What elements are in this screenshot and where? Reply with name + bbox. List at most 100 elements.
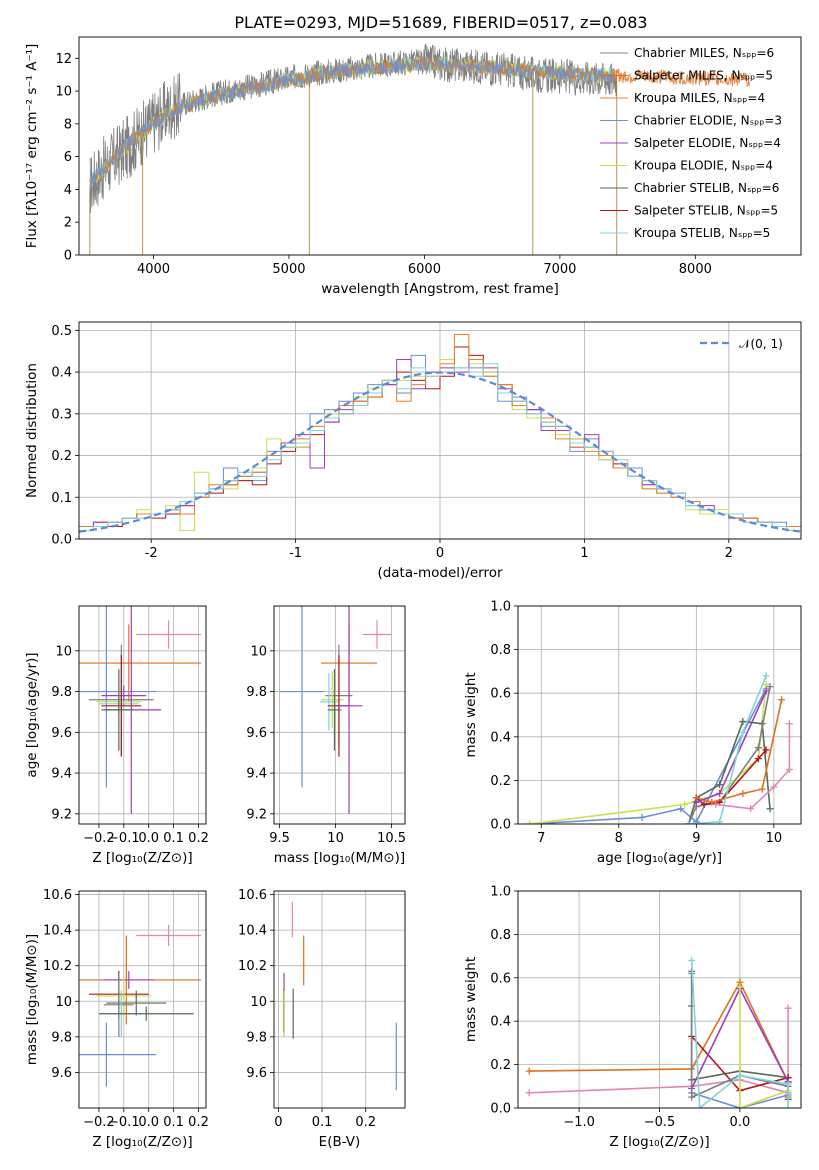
ticks: −1.0 −0.5 0.0 0.0 0.2 0.4 0.6 0.8 1.0 — [490, 885, 750, 1131]
x-tick-label: -1 — [289, 546, 302, 561]
plot-area — [279, 606, 392, 814]
y-tick-label: 9.8 — [51, 1030, 72, 1045]
legend-label: Kroupa ELODIE, Nₛₚₚ=4 — [634, 159, 773, 173]
weight-point-marker — [758, 785, 766, 793]
x-tick-label: 0.2 — [188, 1115, 209, 1130]
panel-age-vs-mass: 9.5 10 10.5 9.2 9.4 9.6 9.8 10 mass [log₁₀(M/M⊙)… — [246, 605, 406, 866]
x-tick-label: 7 — [537, 831, 545, 846]
errorbar-point — [335, 606, 363, 814]
weight-series-line — [529, 980, 789, 1098]
y-axis-label: mass weight — [463, 957, 479, 1042]
ticks: −0.2−0.10.0 0.1 0.2 9.6 9.8 10 10.2 10.4 10.6 — [43, 888, 209, 1130]
y-tick-label: 0.5 — [51, 324, 72, 339]
panel-massweight-vs-Z: −1.0 −0.5 0.0 0.0 0.2 0.4 0.6 0.8 1.0 Z [log₁₀(Z/… — [463, 885, 802, 1150]
x-axis-label: E(B-V) — [319, 1134, 361, 1150]
axes-frame — [273, 605, 406, 825]
ticks: 0 0.1 0.2 9.6 9.8 10 10.2 10.4 10.6 — [238, 888, 376, 1130]
axes-frame — [78, 36, 802, 256]
y-tick-label: 0.2 — [490, 1058, 511, 1073]
legend-label: Kroupa MILES, Nₛₚₚ=4 — [634, 91, 765, 105]
weight-point-marker — [716, 781, 724, 789]
errorbar-point — [101, 654, 142, 757]
panel-spectrum: 4000 5000 6000 7000 8000 0 2 4 6 8 10 12 wavelength … — [24, 36, 802, 297]
errorbar-point — [103, 669, 134, 751]
panel-age-vs-Z: −0.2−0.10.0 0.1 0.2 9.2 9.4 9.6 9.8 10 Z [log₁₀(… — [24, 605, 209, 866]
legend: Chabrier MILES, Nₛₚₚ=6 Salpeter MILES, Nₛ… — [600, 46, 782, 240]
gridlines — [79, 322, 801, 540]
y-tick-label: 0.0 — [490, 818, 511, 833]
axes-frame — [517, 605, 802, 825]
weight-point-marker — [739, 789, 747, 797]
legend-label: Chabrier MILES, Nₛₚₚ=6 — [634, 46, 774, 60]
gaussian-curve — [79, 371, 801, 533]
weight-point-marker — [762, 672, 770, 680]
errorbar-point — [319, 673, 338, 731]
y-tick-label: 10 — [55, 995, 72, 1010]
weight-point-marker — [712, 800, 720, 808]
x-tick-label: −0.1 — [108, 831, 140, 846]
weight-point-marker — [754, 755, 762, 763]
x-tick-label: 10.5 — [377, 831, 406, 846]
y-tick-label: 0.8 — [490, 928, 511, 943]
weight-point-marker — [770, 783, 778, 791]
errorbar-point — [136, 924, 202, 947]
weight-point-marker — [754, 744, 762, 752]
panel-mass-vs-ebv: 0 0.1 0.2 9.6 9.8 10 10.2 10.4 10.6 E(B-V) — [238, 888, 406, 1150]
y-tick-label: 10.2 — [238, 959, 267, 974]
x-tick-label: 4000 — [137, 262, 170, 277]
errorbar-point — [321, 671, 344, 729]
x-tick-label: -2 — [145, 546, 158, 561]
legend-label: Salpeter MILES, Nₛₚₚ=5 — [634, 69, 773, 83]
plot-area — [79, 334, 801, 533]
y-tick-label: 1.0 — [490, 885, 511, 900]
gridlines — [79, 891, 206, 1108]
y-tick-label: 9.2 — [246, 807, 267, 822]
weight-point-marker — [681, 800, 689, 808]
weight-point-marker — [785, 766, 793, 773]
y-axis-label: age [log₁₀(age/yr)] — [24, 652, 40, 777]
errorbar-point — [79, 1022, 157, 1087]
x-tick-label: −0.5 — [644, 1115, 676, 1130]
y-tick-label: 9.4 — [51, 767, 72, 782]
gridlines — [274, 606, 405, 824]
x-tick-label: 6000 — [408, 262, 441, 277]
y-tick-label: 9.6 — [246, 1066, 267, 1081]
y-tick-label: 0.0 — [490, 1102, 511, 1117]
gridlines — [518, 605, 801, 825]
x-tick-label: 0.0 — [138, 1115, 159, 1130]
x-tick-label: 9.5 — [269, 831, 290, 846]
x-tick-label: −0.2 — [83, 1115, 115, 1130]
legend-label: Salpeter ELODIE, Nₛₚₚ=4 — [634, 136, 781, 150]
axes-frame — [78, 890, 207, 1109]
weight-point-marker — [736, 1104, 744, 1108]
y-tick-label: 10 — [250, 995, 267, 1010]
x-tick-label: 0.2 — [355, 1115, 376, 1130]
x-tick-label: 0.1 — [163, 1115, 184, 1130]
y-tick-label: 0.0 — [51, 533, 72, 548]
x-axis-label: Z [log₁₀(Z/Z⊙)] — [609, 1134, 709, 1150]
y-tick-label: 9.2 — [51, 807, 72, 822]
y-tick-label: 0.6 — [490, 687, 511, 702]
weight-point-marker — [688, 1093, 696, 1101]
errorbar-point — [101, 685, 147, 706]
x-tick-label: 0.1 — [312, 1115, 333, 1130]
errorbar-point — [96, 974, 152, 1018]
y-tick-label: 9.4 — [246, 767, 267, 782]
y-tick-label: 9.6 — [246, 726, 267, 741]
y-tick-label: 10.6 — [238, 888, 267, 903]
x-tick-label: 1 — [580, 546, 588, 561]
weight-point-marker — [700, 800, 708, 808]
x-tick-label: 5000 — [272, 262, 305, 277]
weight-point-marker — [736, 1071, 744, 1079]
errorbar-point — [106, 990, 167, 1016]
x-tick-label: 0.0 — [138, 831, 159, 846]
weight-point-marker — [766, 683, 774, 691]
x-tick-label: 8000 — [679, 262, 712, 277]
weight-point-marker — [638, 813, 646, 821]
y-axis-label: mass weight — [463, 672, 479, 757]
y-tick-label: 9.8 — [246, 1030, 267, 1045]
x-tick-label: 10 — [327, 831, 344, 846]
x-axis-label: mass [log₁₀(M/M⊙)] — [274, 850, 405, 866]
weight-point-marker — [696, 1104, 704, 1108]
x-tick-label: 0 — [274, 1115, 282, 1130]
